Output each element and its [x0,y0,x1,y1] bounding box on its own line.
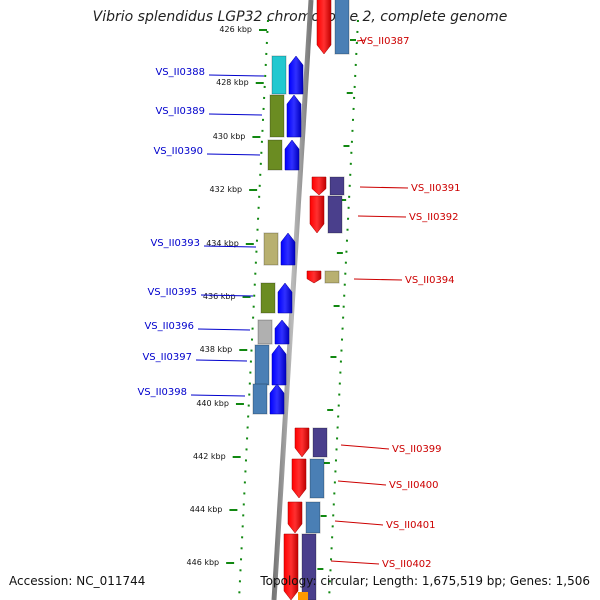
gene-arrow-vs-ii0390[interactable] [284,139,300,171]
cog-box-vs-ii0390[interactable] [267,139,283,171]
guide-line-right [328,19,359,600]
gene-leader-line [353,278,403,281]
partial-feature [298,592,308,600]
gene-label-vs-ii0402[interactable]: VS_II0402 [382,559,432,570]
gene-arrow-vs-ii0394[interactable] [306,270,322,284]
ruler-tick-label: 432 kbp [210,185,243,194]
gene-arrow-vs-ii0389[interactable] [286,94,302,138]
cog-box-vs-ii0395[interactable] [260,282,276,314]
gene-arrow-vs-ii0395[interactable] [277,282,293,314]
cog-box-vs-ii0397[interactable] [254,344,270,386]
ruler-tick-label: 434 kbp [206,239,239,248]
gene-leader-line [206,153,261,156]
gene-arrow-vs-ii0393[interactable] [280,232,296,266]
gene-arrow-vs-ii0400[interactable] [291,458,307,499]
cog-box-vs-ii0387[interactable] [334,0,350,55]
cog-box-vs-ii0399[interactable] [312,427,328,458]
cog-box-vs-ii0389[interactable] [269,94,285,138]
gene-arrow-vs-ii0397[interactable] [271,344,287,386]
gene-arrow-vs-ii0391[interactable] [311,176,327,196]
ruler-tick-label: 438 kbp [200,345,233,354]
topology-text: Topology: circular; Length: 1,675,519 bp… [260,574,590,588]
gene-arrow-vs-ii0396[interactable] [274,319,290,345]
ruler-tick-label: 428 kbp [216,78,249,87]
gene-leader-line [340,444,390,450]
gene-label-vs-ii0394[interactable]: VS_II0394 [405,275,455,286]
ruler-tick-label: 426 kbp [219,25,252,34]
gene-arrow-vs-ii0401[interactable] [287,501,303,534]
gene-label-vs-ii0391[interactable]: VS_II0391 [411,183,461,194]
gene-arrow-vs-ii0398[interactable] [269,383,285,415]
gene-arrow-vs-ii0399[interactable] [294,427,310,458]
gene-label-vs-ii0392[interactable]: VS_II0392 [409,212,459,223]
gene-label-vs-ii0401[interactable]: VS_II0401 [386,520,436,531]
gene-label-vs-ii0400[interactable]: VS_II0400 [389,480,439,491]
chromosome-backbone [271,0,314,600]
cog-box-vs-ii0398[interactable] [252,383,268,415]
gene-leader-line [197,328,251,331]
gene-label-vs-ii0387[interactable]: VS_II0387 [360,36,410,47]
gene-label-vs-ii0398[interactable]: VS_II0398 [137,387,187,398]
gene-leader-line [208,74,265,77]
gene-leader-line [337,480,387,486]
ruler-tick-label: 442 kbp [193,452,226,461]
ruler-tick-label: 436 kbp [203,292,236,301]
gene-arrow-vs-ii0388[interactable] [288,55,304,95]
cog-box-vs-ii0392[interactable] [327,195,343,234]
gene-label-vs-ii0393[interactable]: VS_II0393 [150,238,200,249]
cog-box-vs-ii0401[interactable] [305,501,321,534]
cog-box-vs-ii0400[interactable] [309,458,325,499]
gene-leader-line [357,215,407,218]
cog-box-vs-ii0402[interactable] [301,533,317,600]
gene-label-vs-ii0399[interactable]: VS_II0399 [392,444,442,455]
gene-arrow-vs-ii0387[interactable] [316,0,332,55]
ruler-tick-label: 430 kbp [213,132,246,141]
cog-box-vs-ii0396[interactable] [257,319,273,345]
gene-label-vs-ii0389[interactable]: VS_II0389 [155,106,205,117]
gene-leader-line [208,113,263,116]
ruler-tick-label: 440 kbp [196,399,229,408]
accession-text: Accession: NC_011744 [9,574,146,588]
gene-label-vs-ii0397[interactable]: VS_II0397 [142,352,192,363]
ruler-tick-label: 444 kbp [190,505,223,514]
gene-leader-line [195,359,248,362]
gene-label-vs-ii0390[interactable]: VS_II0390 [153,146,203,157]
gene-label-vs-ii0388[interactable]: VS_II0388 [155,67,205,78]
gene-label-vs-ii0395[interactable]: VS_II0395 [147,287,197,298]
cog-box-vs-ii0393[interactable] [263,232,279,266]
cog-box-vs-ii0394[interactable] [324,270,340,284]
cog-box-vs-ii0391[interactable] [329,176,345,196]
gene-leader-line [359,186,409,189]
cog-box-vs-ii0388[interactable] [271,55,287,95]
gene-leader-line [190,394,246,397]
gene-arrow-vs-ii0402[interactable] [283,533,299,600]
gene-leader-line [334,520,384,526]
gene-leader-line [203,245,257,248]
gene-leader-line [200,294,254,297]
gene-label-vs-ii0396[interactable]: VS_II0396 [144,321,194,332]
ruler-tick-label: 446 kbp [187,558,220,567]
gene-leader-line [330,560,380,565]
map-title: Vibrio splendidus LGP32 chromosome 2, co… [92,9,508,25]
gene-leader-line [356,39,366,42]
gene-arrow-vs-ii0392[interactable] [309,195,325,234]
